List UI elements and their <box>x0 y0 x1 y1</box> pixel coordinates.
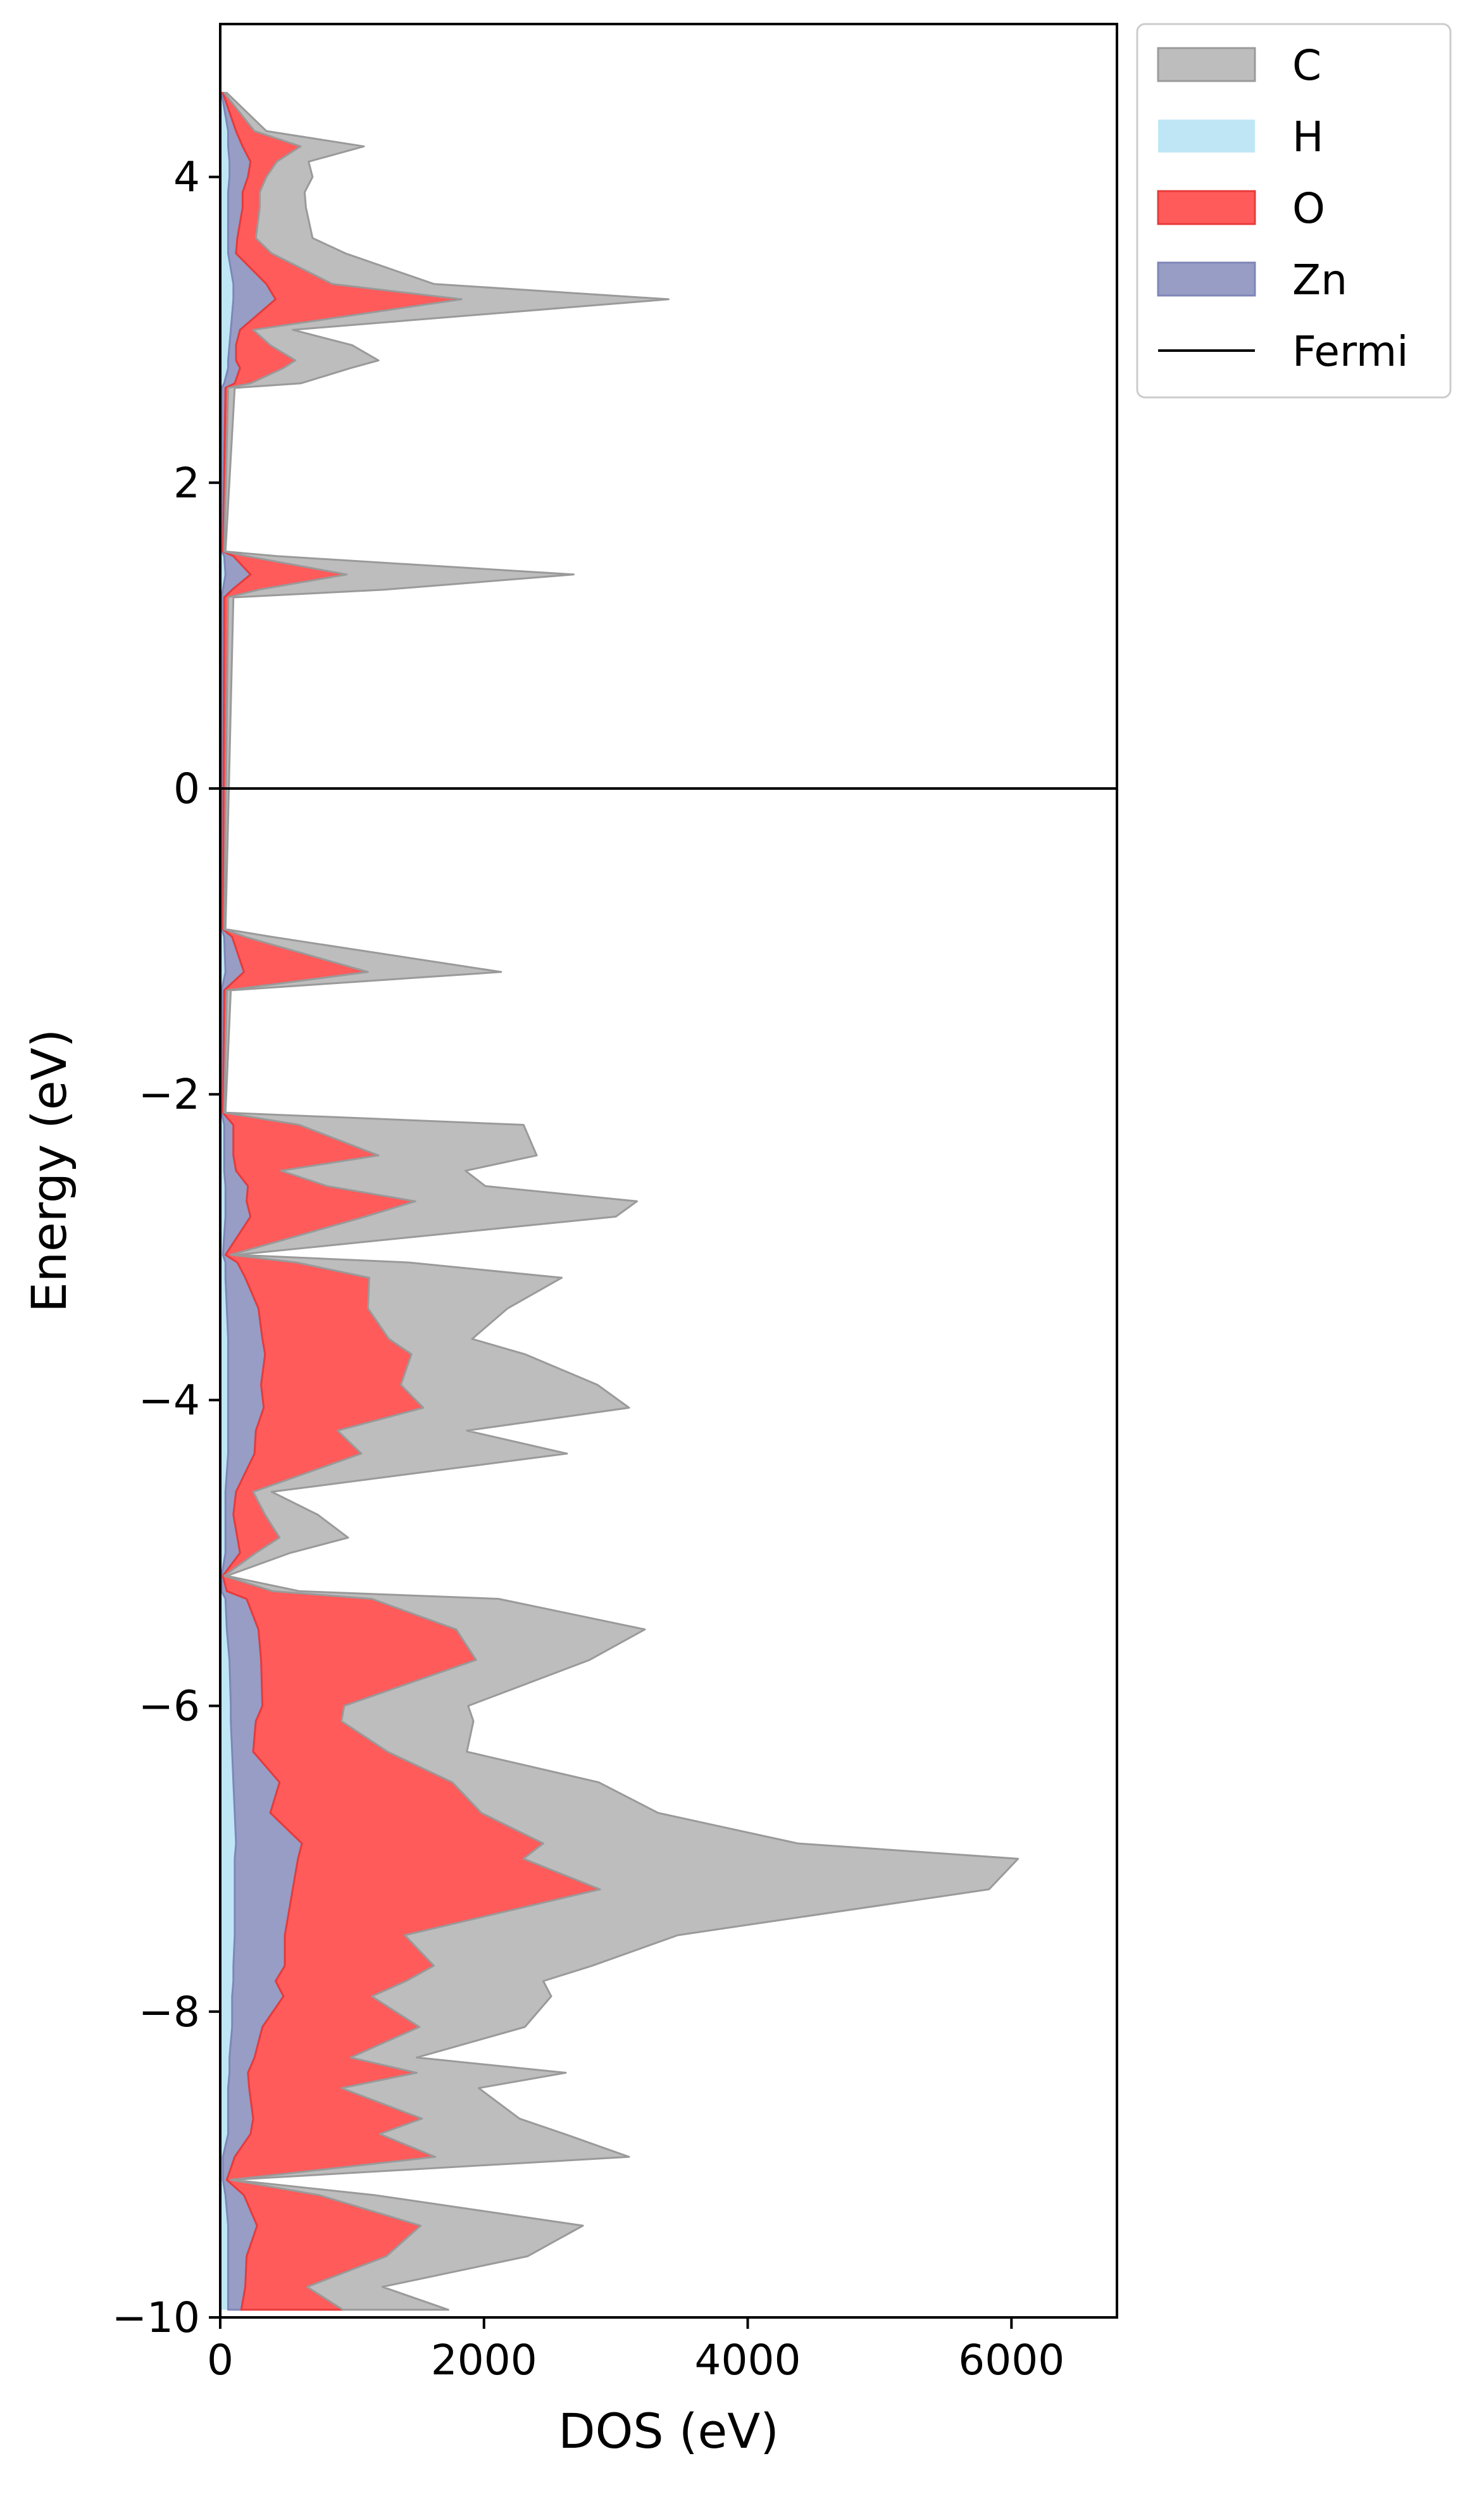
legend-zn-label: Zn <box>1292 256 1347 304</box>
y-axis: −10 −8 −6 −4 −2 0 2 4 <box>112 153 220 2342</box>
y-tick-label: 0 <box>173 764 200 813</box>
legend-zn-swatch <box>1157 261 1256 297</box>
y-tick-label: −6 <box>139 1682 200 1731</box>
legend-h-swatch <box>1158 120 1255 153</box>
y-tick-label: −8 <box>139 1988 200 2036</box>
legend-o-swatch <box>1157 190 1256 225</box>
legend-box <box>1136 23 1452 399</box>
legend-h-label: H <box>1292 113 1324 161</box>
dos-areas <box>220 92 1019 2311</box>
plot-area <box>219 23 1118 2319</box>
legend-fermi-label: Fermi <box>1292 327 1409 376</box>
x-axis: 0 2000 4000 6000 <box>207 2317 1064 2384</box>
x-tick-label: 6000 <box>958 2336 1064 2384</box>
y-tick-label: 4 <box>173 153 200 202</box>
y-tick-label: 2 <box>173 459 200 508</box>
y-tick-label: −10 <box>112 2293 200 2342</box>
legend-c-label: C <box>1292 41 1321 90</box>
y-tick-label: −4 <box>139 1376 200 1424</box>
y-tick-label: −2 <box>139 1070 200 1119</box>
legend-o-label: O <box>1292 184 1325 233</box>
x-axis-label: DOS (eV) <box>558 2403 779 2459</box>
x-tick-label: 0 <box>207 2336 234 2384</box>
y-axis-label: Energy (eV) <box>21 1029 77 1312</box>
plot-frame <box>219 23 1118 2319</box>
x-tick-label: 4000 <box>695 2336 801 2384</box>
area-c <box>223 92 1019 2311</box>
x-tick-label: 2000 <box>431 2336 537 2384</box>
legend: CHO Zn Fermi <box>1136 23 1452 399</box>
legend-c-swatch <box>1157 47 1256 82</box>
